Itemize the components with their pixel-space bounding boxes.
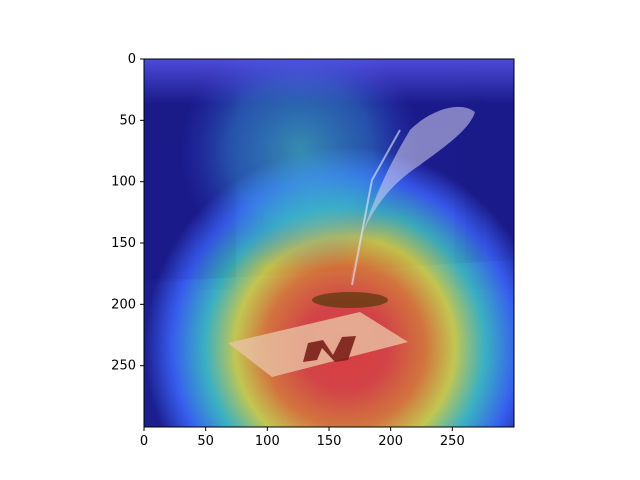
- x-tick-label: 100: [255, 434, 280, 449]
- x-axis: 0 50 100 150 200 250: [140, 427, 465, 449]
- y-tick-label: 150: [111, 236, 136, 251]
- x-tick-label: 200: [378, 434, 403, 449]
- y-tick-label: 200: [111, 297, 136, 312]
- y-axis: 0 50 100 150 200 250: [111, 52, 144, 374]
- y-tick-label: 100: [111, 175, 136, 190]
- x-tick-label: 0: [140, 434, 148, 449]
- y-tick-label: 50: [119, 113, 136, 128]
- x-tick-label: 50: [197, 434, 214, 449]
- x-tick-label: 150: [317, 434, 342, 449]
- x-tick-label: 250: [440, 434, 465, 449]
- y-tick-label: 250: [111, 359, 136, 374]
- y-tick-label: 0: [128, 52, 136, 67]
- heatmap-image: [144, 59, 514, 427]
